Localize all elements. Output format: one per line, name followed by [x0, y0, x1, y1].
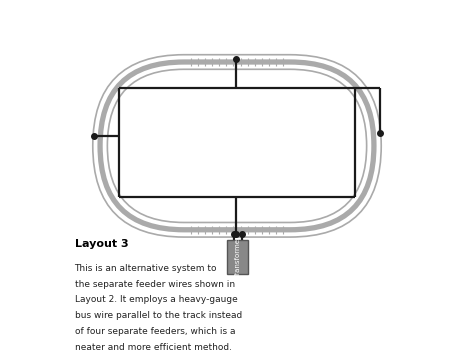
- Text: Transformer: Transformer: [235, 236, 241, 278]
- Text: Layout 3: Layout 3: [74, 239, 128, 249]
- Bar: [228, 240, 248, 274]
- Text: neater and more efficient method.: neater and more efficient method.: [74, 343, 231, 350]
- Text: This is an alternative system to: This is an alternative system to: [74, 264, 217, 273]
- Text: Layout 2. It employs a heavy-gauge: Layout 2. It employs a heavy-gauge: [74, 295, 237, 304]
- Text: of four separate feeders, which is a: of four separate feeders, which is a: [74, 327, 235, 336]
- Text: bus wire parallel to the track instead: bus wire parallel to the track instead: [74, 312, 242, 320]
- Text: the separate feeder wires shown in: the separate feeder wires shown in: [74, 280, 235, 288]
